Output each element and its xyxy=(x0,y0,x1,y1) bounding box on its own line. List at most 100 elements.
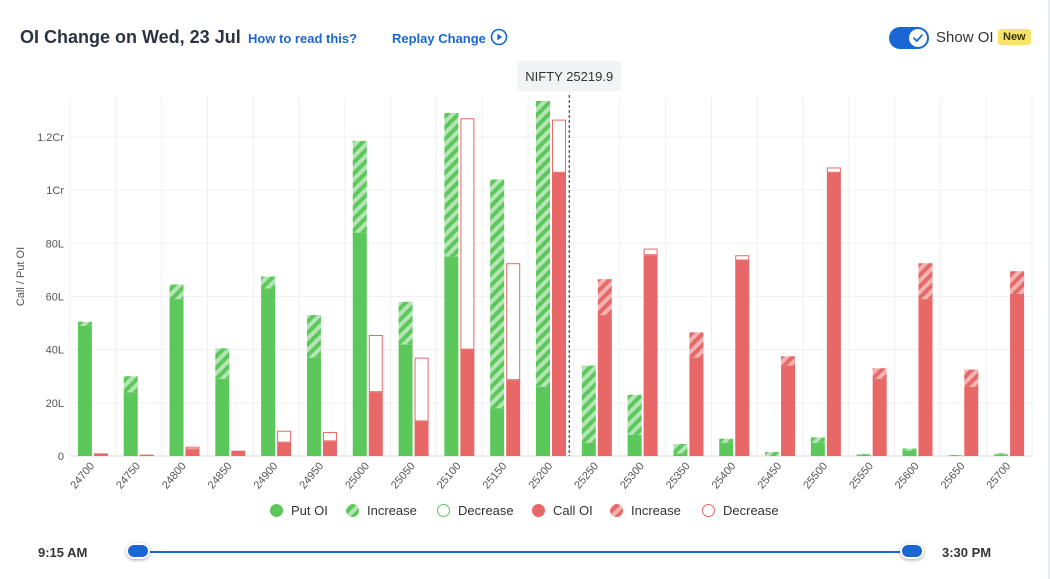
call-oi-bar[interactable] xyxy=(735,260,750,456)
put-increase-bar[interactable] xyxy=(444,112,459,257)
put-oi-bar[interactable] xyxy=(810,442,825,456)
call-oi-bar[interactable] xyxy=(918,299,933,456)
call-decrease-bar[interactable] xyxy=(414,357,429,422)
put-increase-bar[interactable] xyxy=(536,100,550,387)
put-oi-bar[interactable] xyxy=(902,450,917,456)
put-increase-bar[interactable] xyxy=(77,321,92,326)
put-oi-bar[interactable] xyxy=(398,344,413,456)
call-oi-bar[interactable] xyxy=(139,454,154,456)
call-increase-bar[interactable] xyxy=(781,356,796,366)
how-to-read-link[interactable]: How to read this? xyxy=(248,31,358,46)
y-tick-label: 1.2Cr xyxy=(37,132,64,144)
play-circle-icon[interactable] xyxy=(490,28,508,46)
start-time-label: 9:15 AM xyxy=(38,545,88,560)
x-tick-label: 25250 xyxy=(572,460,601,491)
put-oi-bar[interactable] xyxy=(994,454,1009,456)
call-oi-bar[interactable] xyxy=(643,255,658,456)
call-oi-bar[interactable] xyxy=(368,392,383,456)
call-oi-bar[interactable] xyxy=(231,450,246,456)
page-title: OI Change on Wed, 23 Jul xyxy=(20,27,241,47)
call-decrease-bar[interactable] xyxy=(735,255,750,261)
put-increase-bar[interactable] xyxy=(490,179,505,409)
put-oi-bar[interactable] xyxy=(581,442,596,456)
put-oi-bar[interactable] xyxy=(719,442,734,456)
legend-call-decrease[interactable]: Decrease xyxy=(702,503,779,518)
put-increase-bar[interactable] xyxy=(352,140,367,233)
put-oi-bar[interactable] xyxy=(261,288,276,456)
call-oi-bar[interactable] xyxy=(460,349,475,456)
put-oi-bar[interactable] xyxy=(856,454,871,456)
put-increase-bar[interactable] xyxy=(261,276,276,289)
put-oi-bar[interactable] xyxy=(490,408,505,456)
call-increase-bar[interactable] xyxy=(597,279,612,316)
show-oi-toggle[interactable] xyxy=(889,27,929,49)
put-oi-bar[interactable] xyxy=(123,392,138,456)
put-increase-bar[interactable] xyxy=(169,284,184,300)
call-oi-bar[interactable] xyxy=(414,421,429,456)
call-decrease-bar[interactable] xyxy=(826,167,841,173)
put-increase-bar[interactable] xyxy=(856,453,871,455)
call-decrease-bar[interactable] xyxy=(552,119,566,173)
call-oi-bar[interactable] xyxy=(826,172,841,456)
call-oi-bar[interactable] xyxy=(506,380,521,456)
put-increase-bar[interactable] xyxy=(810,437,825,443)
put-oi-bar[interactable] xyxy=(536,386,550,456)
legend-put-increase[interactable]: Increase xyxy=(346,503,417,518)
x-tick-label: 25700 xyxy=(985,460,1014,491)
call-oi-bar[interactable] xyxy=(93,453,108,456)
put-increase-bar[interactable] xyxy=(627,394,642,435)
call-oi-bar[interactable] xyxy=(1010,293,1025,456)
put-increase-bar[interactable] xyxy=(994,453,1009,455)
put-oi-bar[interactable] xyxy=(948,455,963,456)
slider-track[interactable] xyxy=(138,551,913,553)
slider-start-handle[interactable] xyxy=(126,543,150,559)
call-increase-bar[interactable] xyxy=(1010,271,1025,294)
y-tick-label: 1Cr xyxy=(46,185,64,197)
call-oi-bar[interactable] xyxy=(552,172,566,456)
put-oi-bar[interactable] xyxy=(444,256,459,456)
call-decrease-bar[interactable] xyxy=(368,335,383,393)
put-increase-bar[interactable] xyxy=(123,376,138,393)
call-oi-bar[interactable] xyxy=(277,442,292,456)
put-oi-bar[interactable] xyxy=(306,357,321,456)
call-increase-bar[interactable] xyxy=(918,263,933,300)
call-oi-bar[interactable] xyxy=(597,315,612,456)
call-decrease-bar[interactable] xyxy=(643,248,658,256)
call-decrease-bar[interactable] xyxy=(506,263,521,381)
put-oi-bar[interactable] xyxy=(215,378,230,456)
put-oi-bar[interactable] xyxy=(77,325,92,456)
call-oi-bar[interactable] xyxy=(689,357,704,456)
legend-put-decrease[interactable]: Decrease xyxy=(437,503,514,518)
put-oi-bar[interactable] xyxy=(673,453,688,456)
put-oi-bar[interactable] xyxy=(169,299,184,456)
put-increase-bar[interactable] xyxy=(719,438,734,443)
legend-swatch xyxy=(610,504,623,517)
call-increase-bar[interactable] xyxy=(964,369,979,387)
put-increase-bar[interactable] xyxy=(902,448,917,451)
legend-put-oi[interactable]: Put OI xyxy=(270,503,328,518)
put-increase-bar[interactable] xyxy=(306,315,321,358)
call-increase-bar[interactable] xyxy=(689,332,704,358)
put-increase-bar[interactable] xyxy=(673,444,688,454)
slider-end-handle[interactable] xyxy=(900,543,924,559)
put-increase-bar[interactable] xyxy=(215,348,230,379)
put-oi-bar[interactable] xyxy=(627,434,642,456)
call-oi-bar[interactable] xyxy=(781,365,796,456)
legend-call-increase[interactable]: Increase xyxy=(610,503,681,518)
replay-change-link[interactable]: Replay Change xyxy=(392,31,486,46)
put-increase-bar[interactable] xyxy=(948,454,963,456)
put-oi-bar[interactable] xyxy=(352,232,367,456)
call-oi-bar[interactable] xyxy=(322,441,337,456)
call-oi-bar[interactable] xyxy=(185,449,200,456)
put-increase-bar[interactable] xyxy=(765,452,780,456)
call-oi-bar[interactable] xyxy=(964,386,979,456)
call-increase-bar[interactable] xyxy=(872,368,887,379)
call-decrease-bar[interactable] xyxy=(460,118,475,350)
call-decrease-bar[interactable] xyxy=(185,446,200,450)
call-decrease-bar[interactable] xyxy=(322,432,337,442)
put-increase-bar[interactable] xyxy=(398,301,413,345)
put-increase-bar[interactable] xyxy=(581,365,596,443)
call-decrease-bar[interactable] xyxy=(277,430,292,443)
legend-call-oi[interactable]: Call OI xyxy=(532,503,593,518)
call-oi-bar[interactable] xyxy=(872,378,887,456)
